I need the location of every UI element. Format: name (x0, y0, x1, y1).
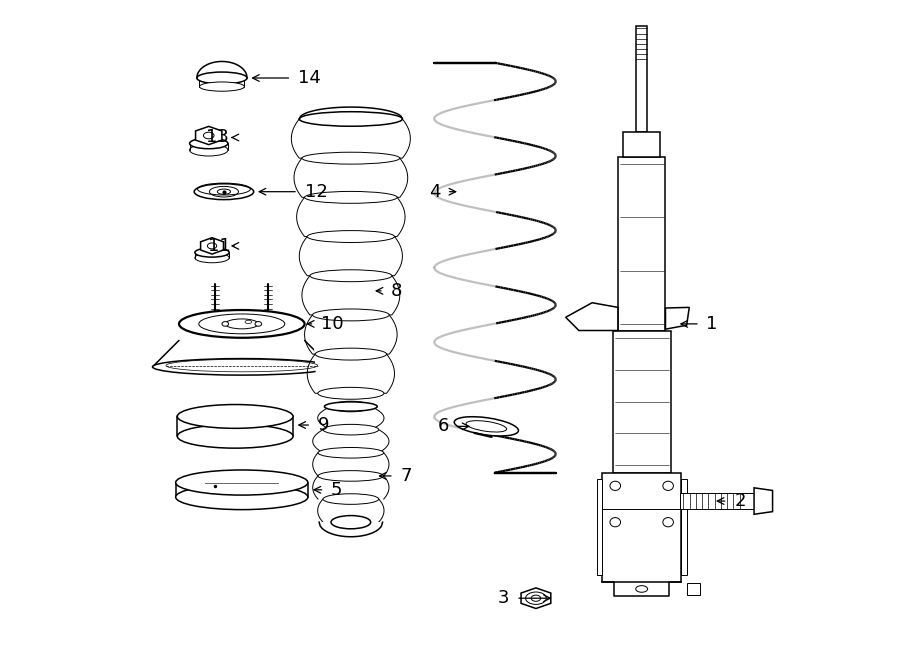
Polygon shape (318, 499, 384, 522)
Text: 10: 10 (321, 315, 344, 333)
Text: 7: 7 (400, 467, 412, 485)
Text: 14: 14 (298, 69, 320, 87)
Ellipse shape (177, 405, 293, 428)
Bar (681, 479, 687, 575)
Ellipse shape (153, 358, 331, 375)
Ellipse shape (200, 82, 245, 91)
Ellipse shape (203, 132, 214, 139)
Polygon shape (300, 119, 402, 158)
Ellipse shape (312, 309, 389, 321)
Ellipse shape (323, 494, 379, 504)
Ellipse shape (194, 184, 254, 200)
Text: 5: 5 (331, 481, 343, 499)
Text: 11: 11 (208, 237, 230, 255)
Polygon shape (754, 488, 772, 514)
Ellipse shape (662, 518, 673, 527)
Polygon shape (307, 237, 394, 276)
Ellipse shape (454, 416, 518, 436)
Ellipse shape (315, 348, 386, 360)
Ellipse shape (300, 112, 402, 126)
Ellipse shape (531, 595, 541, 602)
Polygon shape (312, 453, 389, 476)
Ellipse shape (176, 470, 308, 495)
Text: 2: 2 (734, 492, 746, 510)
Ellipse shape (318, 387, 384, 399)
Bar (602, 473, 681, 582)
Ellipse shape (318, 447, 383, 458)
Text: 4: 4 (428, 182, 440, 201)
Ellipse shape (662, 481, 673, 490)
Ellipse shape (635, 586, 648, 592)
Text: 13: 13 (206, 128, 229, 147)
Bar (597, 479, 602, 575)
Polygon shape (304, 198, 397, 237)
Ellipse shape (255, 322, 262, 326)
Ellipse shape (466, 420, 507, 432)
Polygon shape (195, 126, 222, 145)
Ellipse shape (310, 270, 392, 282)
Ellipse shape (245, 321, 252, 323)
Ellipse shape (176, 485, 308, 510)
Ellipse shape (222, 322, 229, 326)
Polygon shape (302, 158, 400, 198)
Polygon shape (315, 354, 386, 393)
Polygon shape (201, 238, 223, 254)
Polygon shape (312, 315, 389, 354)
Bar (687, 583, 700, 595)
Ellipse shape (331, 516, 371, 529)
Text: 1: 1 (706, 315, 718, 333)
Ellipse shape (197, 72, 248, 84)
Ellipse shape (190, 144, 228, 156)
Bar (623, 132, 661, 157)
Ellipse shape (225, 319, 258, 329)
Polygon shape (318, 407, 384, 430)
Ellipse shape (205, 475, 278, 490)
Ellipse shape (331, 401, 371, 412)
Bar (680, 493, 754, 509)
Ellipse shape (199, 314, 284, 334)
Ellipse shape (177, 424, 293, 448)
Ellipse shape (210, 186, 239, 197)
Ellipse shape (190, 138, 228, 149)
Polygon shape (312, 430, 389, 453)
Ellipse shape (195, 248, 230, 257)
Polygon shape (566, 303, 618, 330)
Ellipse shape (324, 402, 377, 411)
Polygon shape (177, 416, 293, 436)
Ellipse shape (610, 518, 620, 527)
Ellipse shape (304, 192, 397, 204)
Ellipse shape (217, 189, 230, 194)
Polygon shape (665, 307, 689, 329)
Text: 12: 12 (304, 182, 328, 201)
Ellipse shape (300, 113, 402, 125)
Ellipse shape (610, 481, 620, 490)
Bar (636, 26, 647, 132)
Polygon shape (176, 483, 308, 497)
Text: 9: 9 (318, 416, 329, 434)
Bar (613, 330, 670, 473)
Ellipse shape (195, 253, 230, 262)
Ellipse shape (318, 471, 383, 481)
Text: 6: 6 (437, 417, 449, 436)
Text: 8: 8 (391, 282, 402, 300)
Polygon shape (312, 476, 389, 499)
Ellipse shape (207, 243, 217, 249)
Ellipse shape (302, 152, 400, 164)
Polygon shape (310, 276, 392, 315)
Ellipse shape (307, 231, 394, 243)
Polygon shape (521, 588, 551, 609)
Ellipse shape (323, 424, 379, 435)
Ellipse shape (179, 310, 304, 338)
Bar (618, 157, 665, 330)
Text: 3: 3 (498, 589, 509, 607)
